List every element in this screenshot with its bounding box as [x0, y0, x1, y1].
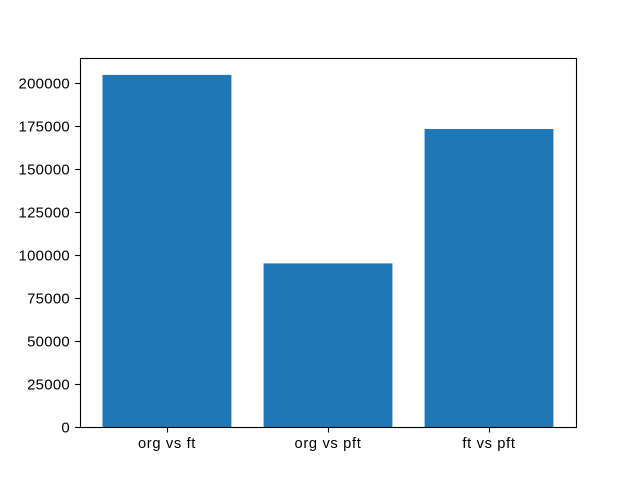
svg-text:25000: 25000: [27, 377, 70, 393]
svg-text:org vs ft: org vs ft: [138, 436, 196, 452]
svg-text:50000: 50000: [27, 334, 70, 350]
svg-text:0: 0: [61, 420, 70, 436]
svg-text:200000: 200000: [19, 76, 71, 92]
svg-text:150000: 150000: [19, 162, 71, 178]
svg-text:org vs pft: org vs pft: [295, 436, 362, 452]
svg-text:75000: 75000: [27, 291, 70, 307]
svg-text:100000: 100000: [19, 248, 71, 264]
svg-text:125000: 125000: [19, 205, 71, 221]
svg-text:ft vs pft: ft vs pft: [462, 436, 515, 452]
svg-text:175000: 175000: [19, 119, 71, 135]
